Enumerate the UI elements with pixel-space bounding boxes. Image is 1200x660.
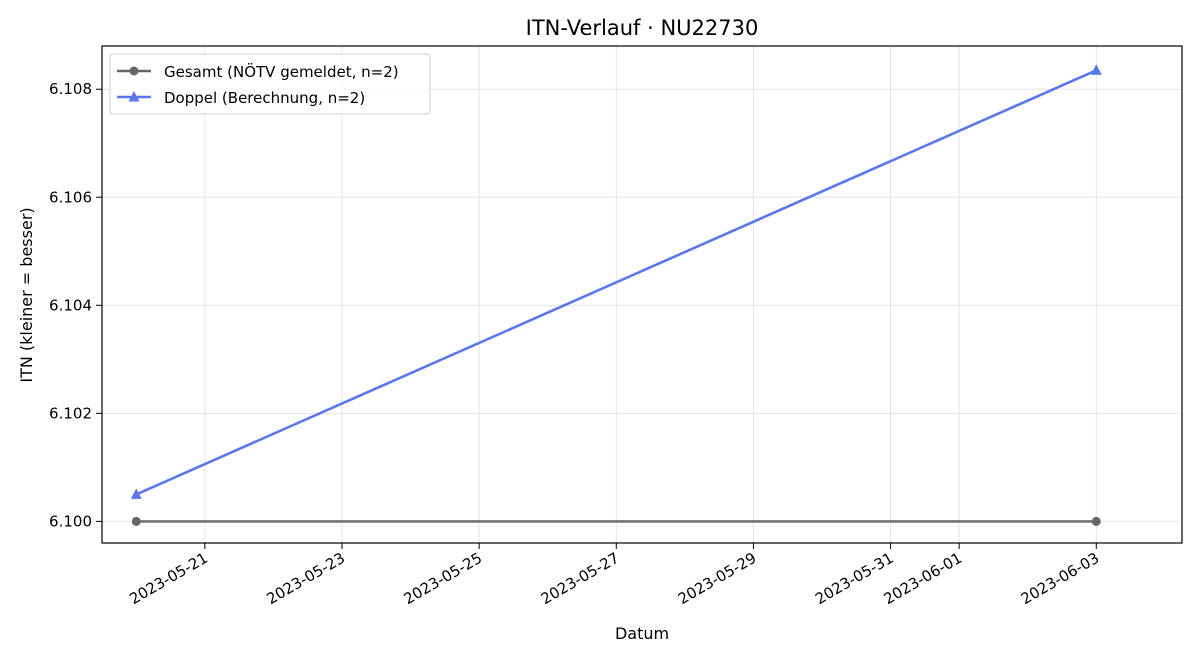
data-point-1 xyxy=(130,488,142,499)
legend-marker-doppel xyxy=(128,91,140,102)
legend-label-doppel: Doppel (Berechnung, n=2) xyxy=(164,89,365,107)
series-layer xyxy=(130,64,1102,526)
series-line-1 xyxy=(135,69,1097,496)
plot-frame xyxy=(101,45,1183,544)
legend-box xyxy=(109,53,431,115)
legend: Gesamt (NÖTV gemeldet, n=2) Doppel (Bere… xyxy=(109,53,431,115)
legend-marker-gesamt xyxy=(129,66,139,76)
x-axis-label: Datum xyxy=(615,624,669,643)
y-tick-label: 6.108 xyxy=(49,80,92,98)
data-point-0 xyxy=(131,516,141,526)
data-point-0 xyxy=(1091,516,1101,526)
y-axis-ticks: 6.100 6.102 6.104 6.106 6.108 xyxy=(49,80,102,530)
y-tick-label: 6.102 xyxy=(49,404,92,422)
y-tick-label: 6.104 xyxy=(49,296,92,314)
y-axis-label: ITN (kleiner = besser) xyxy=(17,207,36,382)
legend-label-gesamt: Gesamt (NÖTV gemeldet, n=2) xyxy=(164,62,399,81)
y-tick-label: 6.100 xyxy=(49,512,92,530)
data-point-1 xyxy=(1090,64,1102,75)
chart-title: ITN-Verlauf · NU22730 xyxy=(526,16,759,40)
y-tick-label: 6.106 xyxy=(49,188,92,206)
